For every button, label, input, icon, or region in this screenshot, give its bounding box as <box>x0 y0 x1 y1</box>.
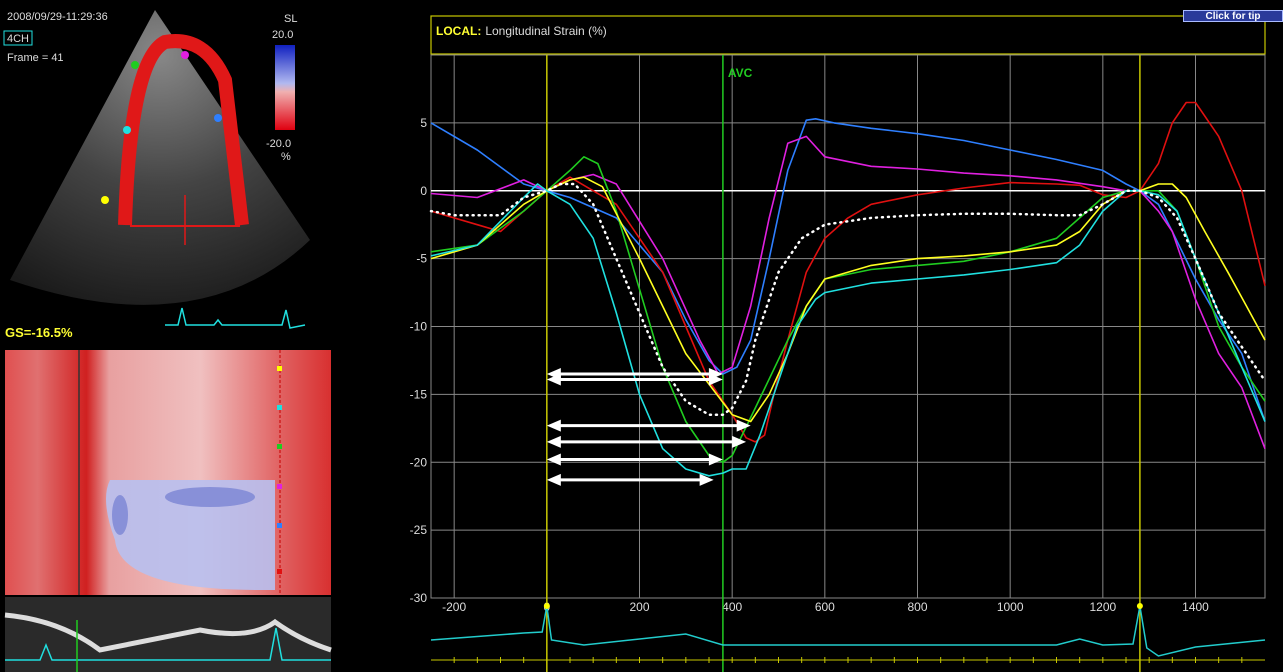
header-title: Longitudinal Strain (%) <box>485 24 606 38</box>
strain-chart: -200020040060080010001200140050-5-10-15-… <box>410 54 1267 672</box>
view-box <box>3 30 33 46</box>
segment-marker <box>214 114 222 122</box>
marker-magenta <box>277 484 282 489</box>
scale-title: SL <box>284 13 297 25</box>
x-tick-label: 600 <box>815 600 835 614</box>
marker-red <box>277 569 282 574</box>
global-strain: GS=-16.5% <box>5 325 73 340</box>
arrow-head-left <box>546 419 561 432</box>
y-tick-label: 5 <box>420 116 427 130</box>
chart-header-box <box>430 15 1266 55</box>
scale-min: -20.0 <box>266 138 291 150</box>
marker-cyan <box>277 405 282 410</box>
header-prefix: LOCAL: <box>436 24 481 38</box>
mmode-ecg <box>5 627 331 661</box>
x-tick-label: 800 <box>907 600 927 614</box>
lv-trace <box>118 34 249 226</box>
arrow-head-left <box>546 373 561 386</box>
mmode-echo <box>4 612 332 653</box>
arrow-head-left <box>546 473 561 486</box>
segment-marker <box>123 126 131 134</box>
ultrasound-sector <box>10 10 310 305</box>
strain-series-line <box>430 118 1266 422</box>
segment-marker <box>101 196 109 204</box>
segment-marker <box>131 61 139 69</box>
view-label: 4CH <box>7 33 29 45</box>
marker-green <box>277 444 282 449</box>
arrow-head-left <box>546 435 561 448</box>
ecg-mini <box>165 307 306 329</box>
frame-label: Frame = 41 <box>7 52 64 64</box>
mmode-strip <box>4 597 332 672</box>
event-label: AVC <box>728 66 753 80</box>
scale-max: 20.0 <box>272 29 293 41</box>
strain-series-line <box>430 101 1266 443</box>
ecg-r-peak <box>1136 603 1143 609</box>
arrow-head-right <box>736 419 751 432</box>
x-tick-label: -200 <box>442 600 466 614</box>
strain-series-line <box>430 135 1266 449</box>
arrow-head-right <box>708 373 723 386</box>
strain-blob <box>165 487 255 507</box>
arrow-head-right <box>699 473 714 486</box>
x-tick-label: 1000 <box>997 600 1024 614</box>
tip-button[interactable]: Click for tip <box>1183 10 1283 22</box>
color-scale-bar <box>275 45 295 130</box>
strain-blob <box>112 495 128 535</box>
ecg-trace <box>430 605 1266 657</box>
scale-unit: % <box>281 151 291 163</box>
chart-header: LOCAL: Longitudinal Strain (%) <box>436 24 607 38</box>
arrow-head-right <box>708 453 723 466</box>
x-tick-label: 400 <box>722 600 742 614</box>
strain-series-line <box>430 176 1266 423</box>
arrow-head-right <box>732 435 747 448</box>
segment-marker <box>181 51 189 59</box>
x-tick-label: 1400 <box>1182 600 1209 614</box>
strain-series-line <box>429 182 1267 416</box>
y-tick-label: 0 <box>420 184 427 198</box>
x-tick-label: 1200 <box>1089 600 1116 614</box>
y-tick-label: -20 <box>410 455 428 469</box>
echo-image: 2008/09/29-11:29:36 4CH Frame = 41 SL 20… <box>3 10 310 340</box>
strain-map <box>5 350 331 595</box>
positive-strain-region <box>106 480 275 590</box>
x-tick-label: 200 <box>629 600 649 614</box>
marker-blue <box>277 523 282 528</box>
y-tick-label: -10 <box>410 320 428 334</box>
y-tick-label: -25 <box>410 523 428 537</box>
timestamp: 2008/09/29-11:29:36 <box>7 11 108 23</box>
ecg-r-peak <box>543 603 550 609</box>
y-tick-label: -5 <box>416 252 427 266</box>
arrow-head-left <box>546 453 561 466</box>
y-tick-label: -30 <box>410 591 428 605</box>
marker-yellow <box>277 366 282 371</box>
y-tick-label: -15 <box>410 387 428 401</box>
